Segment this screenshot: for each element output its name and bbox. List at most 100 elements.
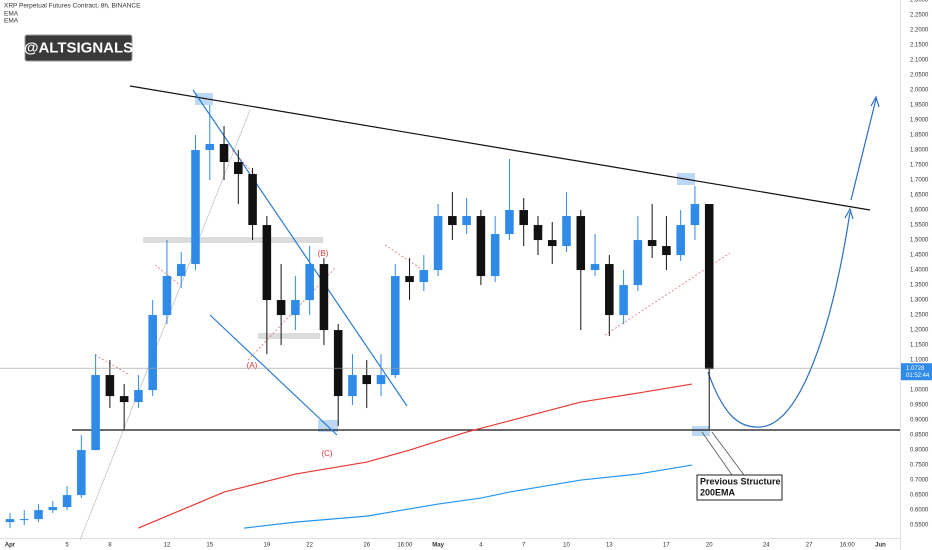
candle-body [234, 162, 243, 175]
x-tick-label: 13 [606, 543, 613, 549]
candle-body [162, 276, 172, 316]
candle-body [19, 519, 29, 521]
watermark: @ALTSIGNALS [24, 39, 133, 56]
arrow-head [844, 207, 854, 220]
y-tick-label: 1.1500 [910, 343, 929, 349]
y-tick-label: 1.5000 [910, 238, 929, 244]
wave-label: (C) [321, 449, 332, 458]
candle-body [490, 234, 500, 277]
y-tick-label: 2.3000 [910, 0, 929, 4]
channel-line [209, 314, 338, 436]
y-tick-label: 1.6500 [910, 193, 929, 199]
x-tick-label: 20 [706, 543, 713, 549]
candle-body [419, 270, 429, 283]
candle-body [105, 375, 115, 397]
x-tick-label: 19 [264, 543, 271, 549]
y-tick-label: 0.7500 [910, 463, 929, 469]
y-tick-label: 0.6000 [910, 508, 929, 514]
x-tick-label: 27 [806, 543, 813, 549]
candle-body [291, 300, 300, 316]
indicator-label: EMA [4, 18, 19, 25]
candle-body [34, 510, 43, 520]
channel-line [192, 89, 408, 407]
watermark-box [24, 34, 133, 62]
y-tick-label: 1.3500 [910, 283, 929, 289]
candle-body [362, 375, 372, 385]
y-tick-label: 2.2500 [910, 13, 929, 19]
callout-pointer [701, 431, 745, 476]
last-price-box [901, 363, 932, 381]
callout-box [696, 474, 783, 501]
trend-line [79, 109, 251, 541]
chart-title: XRP Perpetual Futures Contract, 8h, BINA… [4, 3, 141, 10]
candle-body [405, 276, 414, 283]
y-tick-label: 1.1000 [910, 358, 929, 364]
candle-body [219, 144, 229, 163]
candle-body [91, 375, 100, 451]
y-tick-label: 0.8000 [910, 448, 929, 454]
candle-body [333, 330, 343, 397]
y-tick-label: 2.2000 [910, 28, 929, 34]
x-tick-label: 8 [108, 543, 112, 549]
y-tick-label: 1.7000 [910, 178, 929, 184]
y-tick-label: 1.2500 [910, 313, 929, 319]
y-tick-label: 1.4000 [910, 268, 929, 274]
x-tick-label: 26 [363, 543, 370, 549]
resistance-line [129, 85, 871, 211]
y-tick-label: 1.4500 [910, 253, 929, 259]
y-tick-label: 0.6500 [910, 493, 929, 499]
candle-body [77, 450, 86, 496]
dashed-line [154, 264, 181, 286]
wave-label: (A) [247, 361, 258, 370]
y-tick-label: 1.8500 [910, 133, 929, 139]
dashed-line [231, 149, 256, 176]
y-tick-label: 1.0000 [910, 388, 929, 394]
y-tick-label: 1.5500 [910, 223, 929, 229]
arrow-head [870, 95, 880, 108]
candle-body [633, 240, 643, 286]
x-tick-label: Apr [5, 543, 16, 549]
candle-body [148, 315, 157, 391]
projection-arrow [850, 98, 877, 201]
y-tick-label: 1.8000 [910, 148, 929, 154]
zone [258, 333, 320, 339]
y-tick-label: 1.9000 [910, 118, 929, 124]
x-tick-label: 24 [763, 543, 770, 549]
y-tick-label: 0.5500 [910, 523, 929, 529]
y-tick-label: 1.6000 [910, 208, 929, 214]
candle-body [547, 240, 557, 247]
candle-body [205, 144, 215, 151]
x-tick-label: 17 [663, 543, 670, 549]
y-tick-label: 0.7000 [910, 478, 929, 484]
dashed-line [94, 354, 131, 376]
highlight [692, 426, 710, 436]
candle-body [662, 246, 671, 256]
x-tick-label: 7 [522, 543, 526, 549]
candle-body [562, 216, 571, 247]
candle-body [590, 264, 600, 271]
indicator-label: EMA [4, 11, 19, 18]
callout-text: 200EMA [700, 487, 736, 497]
x-tick-label: 16:00 [840, 543, 856, 549]
projection-curve [707, 211, 851, 428]
y-tick-label: 1.3000 [910, 298, 929, 304]
ema-line [243, 464, 693, 529]
candle-body [376, 375, 386, 385]
candle-body [390, 276, 400, 376]
y-tick-label: 2.0500 [910, 73, 929, 79]
candle-body [305, 264, 314, 301]
candle-body [605, 264, 614, 316]
x-tick-label: 22 [306, 543, 313, 549]
x-tick-label: 12 [164, 543, 171, 549]
candle-body [619, 285, 628, 316]
plot [5, 105, 714, 529]
y-tick-label: 2.1000 [910, 58, 929, 64]
y-tick-label: 0.9500 [910, 403, 929, 409]
candle-body [533, 225, 543, 241]
candle-body [191, 150, 200, 265]
candle-body [5, 519, 15, 523]
countdown-label: 01:52:44 [906, 373, 930, 379]
zone [143, 237, 323, 243]
